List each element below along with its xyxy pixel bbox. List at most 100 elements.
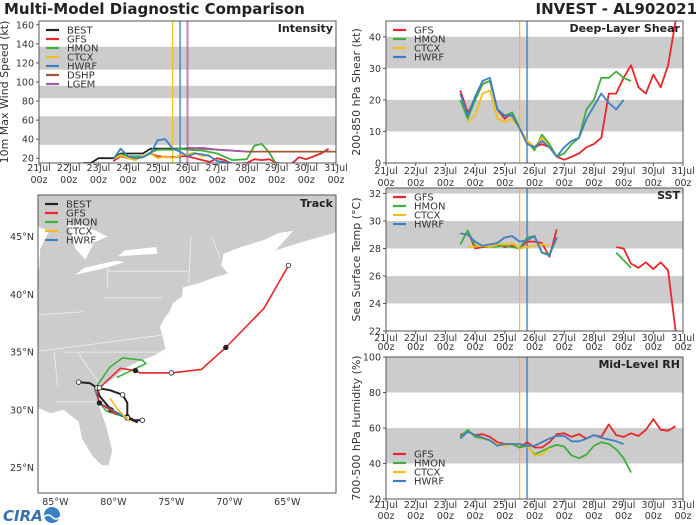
x-tick-label: 00z	[90, 175, 107, 186]
legend-entry: CTCX	[66, 227, 92, 238]
lon-label: 70°W	[216, 497, 243, 508]
y-tick-label: 28	[369, 244, 381, 255]
intensity-panel: 2040608010012014016021Jul00z22Jul00z23Ju…	[0, 20, 348, 186]
x-tick-label: 23Jul	[434, 500, 458, 511]
series-line-hwrf	[459, 430, 624, 447]
x-tick-label: 26Jul	[523, 166, 547, 177]
x-tick-label: 27Jul	[552, 500, 576, 511]
x-tick-label: 00z	[615, 178, 632, 189]
x-tick-label: 00z	[377, 178, 394, 189]
legend-entry: HWRF	[67, 62, 97, 73]
x-tick-label: 00z	[526, 178, 543, 189]
x-tick-label: 00z	[585, 342, 602, 353]
y-tick-label: 60	[22, 116, 34, 127]
plot-area	[386, 21, 683, 163]
x-tick-label: 25Jul	[493, 500, 517, 511]
y-axis-label: Sea Surface Temp (°C)	[350, 198, 363, 322]
lat-label: 25°N	[10, 463, 34, 474]
x-tick-label: 00z	[526, 511, 543, 522]
x-tick-label: 24Jul	[463, 333, 487, 344]
x-tick-label: 25Jul	[493, 166, 517, 177]
y-tick-label: 10	[369, 127, 381, 138]
x-tick-label: 00z	[467, 511, 484, 522]
y-tick-label: 0	[375, 159, 381, 170]
x-tick-label: 30Jul	[642, 500, 666, 511]
plot-area	[39, 21, 336, 163]
state-border	[53, 352, 59, 387]
x-tick-label: 29Jul	[612, 500, 636, 511]
x-tick-label: 22Jul	[404, 500, 428, 511]
state-border	[77, 351, 103, 387]
cira-logo: CIRA	[3, 507, 61, 525]
y-tick-label: 100	[363, 353, 381, 364]
legend-entry: GFS	[414, 450, 434, 461]
x-tick-label: 31Jul	[671, 166, 695, 177]
x-tick-label: 21Jul	[374, 500, 398, 511]
x-tick-label: 27Jul	[205, 163, 229, 174]
legend-entry: BEST	[67, 26, 94, 37]
x-tick-label: 00z	[407, 178, 424, 189]
lat-label: 35°N	[10, 348, 34, 359]
x-tick-label: 00z	[645, 342, 662, 353]
x-tick-label: 00z	[149, 175, 166, 186]
state-border	[211, 236, 221, 258]
y-tick-label: 30	[369, 64, 381, 75]
lake	[67, 225, 108, 260]
track-marker	[139, 417, 146, 423]
x-tick-label: 30Jul	[642, 333, 666, 344]
lake	[118, 247, 158, 257]
legend-entry: HMON	[414, 459, 446, 470]
y-tick-label: 26	[369, 272, 381, 283]
x-tick-label: 28Jul	[235, 163, 259, 174]
legend-entry: LGEM	[67, 80, 95, 91]
x-tick-label: 00z	[298, 175, 315, 186]
lon-label: 85°W	[42, 497, 69, 508]
y-axis-label: 700-500 hPa Humidity (%)	[350, 355, 363, 500]
x-tick-label: 00z	[674, 342, 691, 353]
x-tick-label: 25Jul	[493, 333, 517, 344]
panel-title: Mid-Level RH	[598, 358, 680, 371]
legend-entry: HMON	[67, 44, 99, 55]
x-tick-label: 00z	[615, 342, 632, 353]
legend-entry: GFS	[66, 209, 86, 220]
legend-entry: GFS	[414, 193, 434, 204]
lon-label: 75°W	[158, 497, 185, 508]
panel-title: Track	[300, 197, 334, 210]
x-tick-label: 00z	[496, 178, 513, 189]
x-tick-label: 26Jul	[176, 163, 200, 174]
x-tick-label: 22Jul	[404, 166, 428, 177]
x-tick-label: 24Jul	[463, 500, 487, 511]
storm-title: INVEST - AL902021	[536, 0, 697, 18]
y-tick-label: 80	[22, 97, 34, 108]
panels: 2040608010012014016021Jul00z22Jul00z23Ju…	[0, 20, 695, 522]
x-tick-label: 00z	[60, 175, 77, 186]
state-border	[188, 236, 192, 283]
x-tick-label: 00z	[645, 178, 662, 189]
x-tick-label: 00z	[556, 178, 573, 189]
lake	[38, 226, 50, 269]
map-area	[38, 195, 336, 466]
x-tick-label: 23Jul	[434, 333, 458, 344]
x-tick-label: 00z	[674, 511, 691, 522]
rh-panel: 2040608010021Jul00z22Jul00z23Jul00z24Jul…	[350, 353, 695, 523]
x-tick-label: 00z	[467, 342, 484, 353]
x-tick-label: 31Jul	[671, 333, 695, 344]
x-tick-label: 00z	[238, 175, 255, 186]
x-tick-label: 00z	[556, 511, 573, 522]
shading-band	[386, 99, 683, 132]
x-tick-label: 28Jul	[582, 500, 606, 511]
x-tick-label: 24Jul	[463, 166, 487, 177]
x-tick-label: 00z	[496, 342, 513, 353]
x-tick-label: 26Jul	[523, 500, 547, 511]
x-tick-label: 22Jul	[57, 163, 81, 174]
legend-entry: DSHP	[67, 71, 95, 82]
legend-entry: HWRF	[414, 220, 444, 231]
x-tick-label: 21Jul	[374, 166, 398, 177]
track-line-hmon	[94, 357, 147, 390]
x-tick-label: 00z	[30, 175, 47, 186]
x-tick-label: 00z	[268, 175, 285, 186]
x-tick-label: 00z	[645, 511, 662, 522]
state-border	[38, 334, 165, 352]
x-tick-label: 22Jul	[404, 333, 428, 344]
y-tick-label: 30	[369, 217, 381, 228]
